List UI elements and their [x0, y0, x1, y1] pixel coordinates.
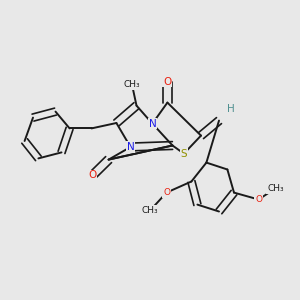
Text: O: O — [163, 188, 170, 197]
Text: CH₃: CH₃ — [142, 206, 158, 215]
Text: N: N — [127, 142, 134, 152]
Text: N: N — [148, 118, 156, 129]
Text: CH₃: CH₃ — [124, 80, 140, 89]
Text: O: O — [88, 170, 97, 181]
Text: O: O — [163, 76, 172, 87]
Text: CH₃: CH₃ — [267, 184, 284, 193]
Text: H: H — [226, 103, 234, 114]
Text: S: S — [181, 148, 187, 159]
Text: O: O — [255, 195, 262, 204]
